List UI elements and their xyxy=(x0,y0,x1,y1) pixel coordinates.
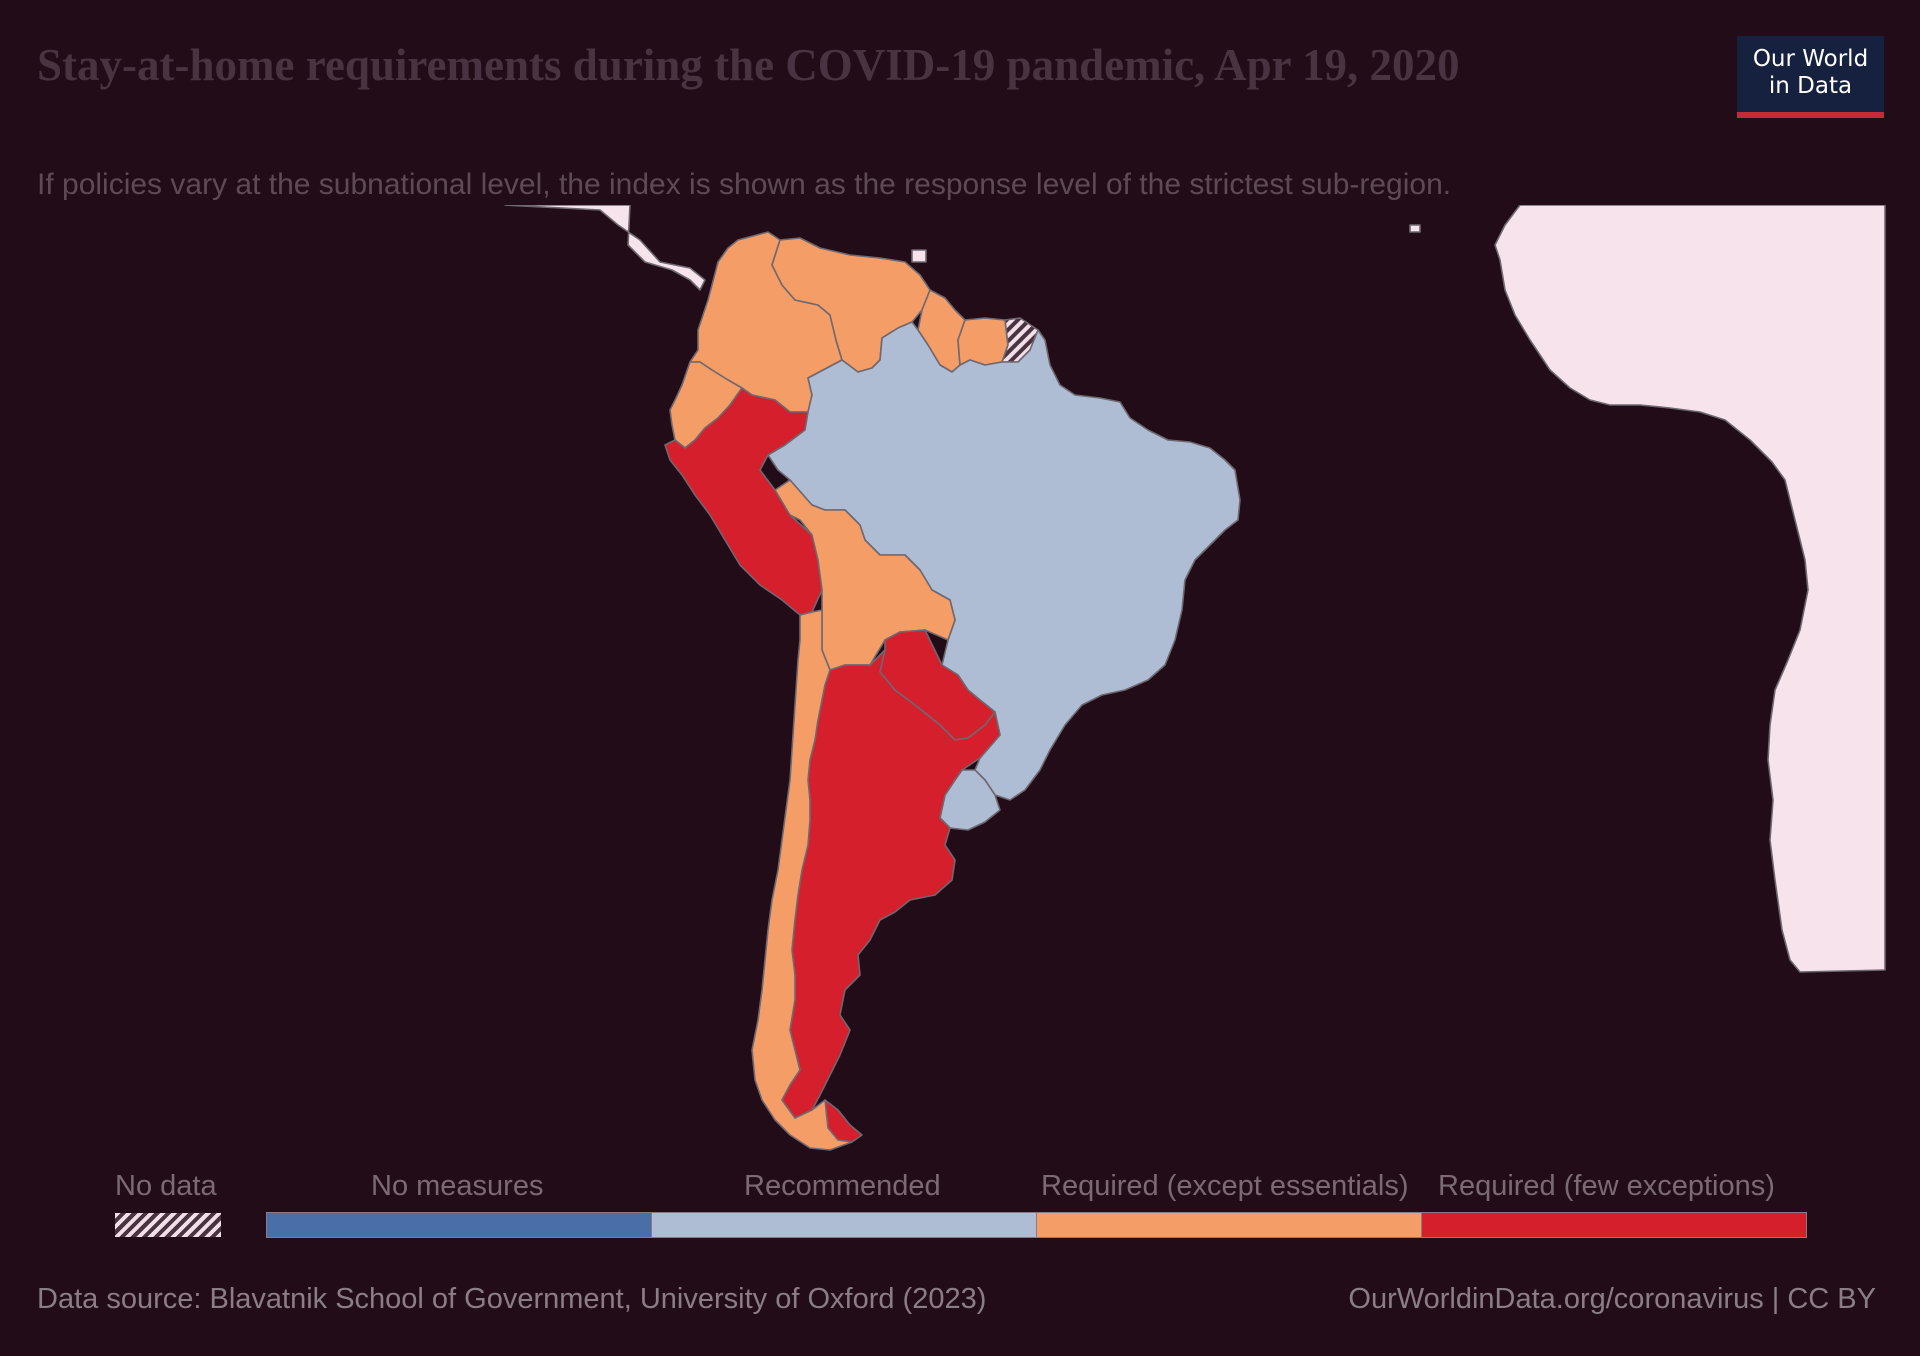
caribbean-islands xyxy=(911,249,927,263)
legend-label-no-measures: No measures xyxy=(371,1170,544,1202)
country-suriname xyxy=(957,317,1009,366)
legend-label-required-except-essentials: Required (except essentials) xyxy=(1041,1170,1409,1202)
legend-label-recommended: Recommended xyxy=(744,1170,941,1202)
data-source: Data source: Blavatnik School of Governm… xyxy=(37,1283,987,1315)
central-america xyxy=(504,205,706,291)
legend-bar-required-few-exceptions[interactable] xyxy=(1421,1212,1807,1238)
world-map xyxy=(504,205,1886,1151)
chart-subtitle: If policies vary at the subnational leve… xyxy=(37,168,1452,201)
caribbean-islet xyxy=(1409,224,1421,233)
owid-logo[interactable]: Our World in Data xyxy=(1737,36,1884,118)
country-chile xyxy=(751,609,853,1151)
chart-title: Stay-at-home requirements during the COV… xyxy=(37,40,1460,90)
legend-bar-required-except-essentials[interactable] xyxy=(1036,1212,1422,1238)
legend-label-required-few-exceptions: Required (few exceptions) xyxy=(1438,1170,1775,1202)
legend-no-data-swatch[interactable] xyxy=(115,1213,221,1237)
logo-line-1: Our World xyxy=(1752,46,1869,72)
logo-line-2: in Data xyxy=(1768,73,1853,99)
legend-no-data-label: No data xyxy=(115,1170,217,1202)
credit-link[interactable]: OurWorldinData.org/coronavirus | CC BY xyxy=(1348,1283,1876,1315)
africa xyxy=(1494,205,1886,973)
legend-bar-no-measures[interactable] xyxy=(266,1212,652,1238)
legend-bar-recommended[interactable] xyxy=(651,1212,1037,1238)
